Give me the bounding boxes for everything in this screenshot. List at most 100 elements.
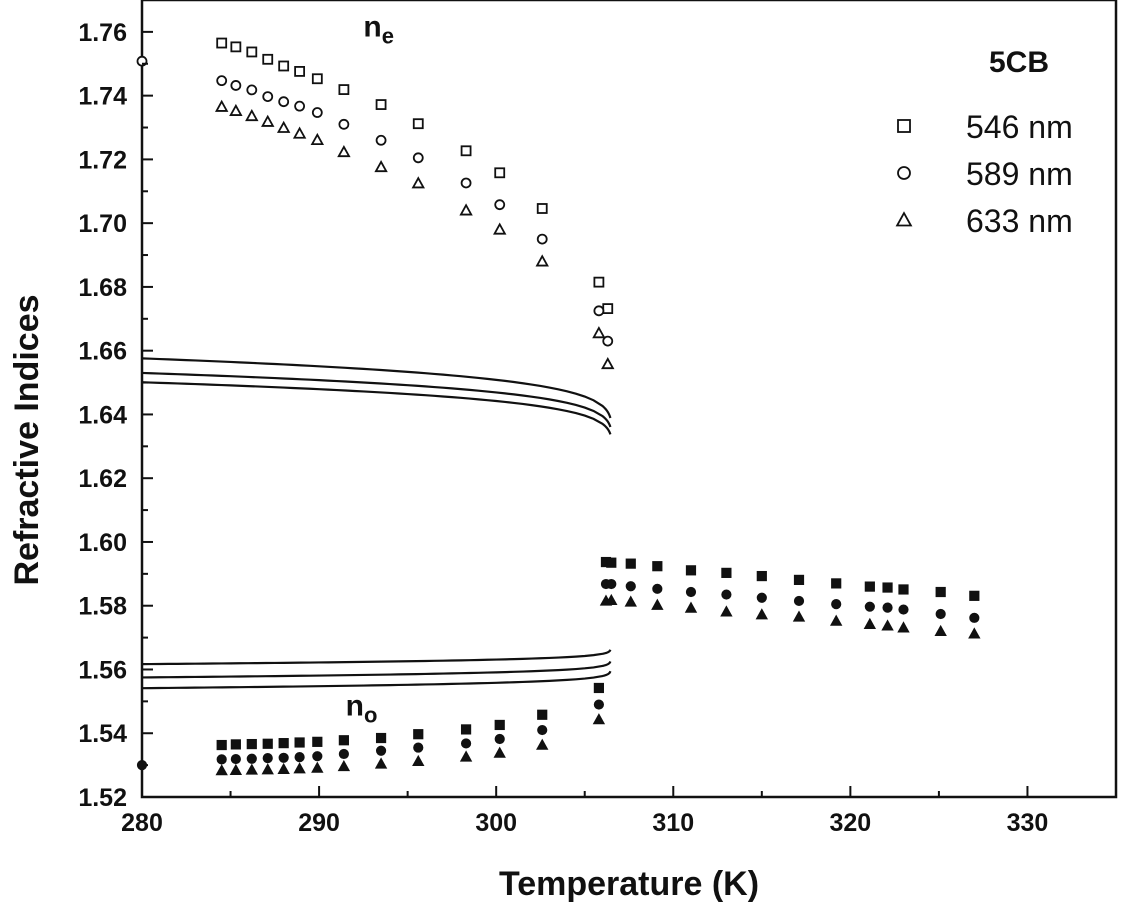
ne-circle-point: [294, 100, 306, 112]
x-tick-label: 320: [830, 809, 872, 837]
no-triangle-point: [684, 601, 698, 613]
no-circle-point: [898, 604, 909, 615]
x-tick-label: 330: [1007, 809, 1049, 837]
ne-triangle-point: [493, 222, 507, 235]
legend-circle-marker: [897, 166, 911, 180]
ne-circle-point: [278, 96, 290, 108]
no-square-point: [882, 582, 893, 593]
curve-annotations: ne no: [346, 11, 394, 728]
no-triangle-point: [897, 621, 910, 633]
no-square-point: [294, 737, 305, 748]
x-tick-label: 300: [475, 809, 517, 837]
no-triangle-point: [829, 614, 843, 626]
no-circle-point: [294, 752, 305, 763]
y-tick-label: 1.58: [78, 593, 127, 621]
no-circle-point: [375, 745, 387, 756]
legend-triangle-marker: [895, 211, 913, 227]
ne-circle-point: [494, 199, 506, 211]
legend-square-marker: [897, 119, 911, 133]
ne-circle-point: [311, 107, 323, 118]
no-square-point: [246, 738, 257, 750]
ne-square-point: [278, 60, 290, 72]
ne-circle-point: [262, 91, 274, 102]
no-triangle-point: [881, 619, 894, 631]
x-tick-label: 280: [121, 809, 163, 837]
no-circle-point: [721, 589, 732, 600]
no-triangle-point: [293, 762, 306, 774]
no-square-point: [537, 709, 548, 720]
x-tick-label: 310: [652, 809, 694, 837]
ne-triangle-point: [292, 126, 307, 139]
no-circle-point: [969, 612, 980, 623]
ne-triangle-point: [374, 160, 388, 173]
no-square-point: [312, 736, 323, 747]
y-tick-label: 1.66: [78, 338, 127, 366]
no-square-point: [216, 739, 227, 751]
no-circle-point: [652, 583, 663, 594]
no-circle-point: [831, 599, 842, 610]
ne-square-point: [593, 276, 605, 288]
no-circle-point: [262, 753, 273, 764]
ne-square-point: [311, 73, 323, 85]
ne-square-point: [375, 99, 387, 110]
no-fit-curve: [141, 660, 612, 679]
ne-circle-point: [246, 84, 258, 96]
no-triangle-point: [592, 713, 606, 725]
no-triangle-point: [651, 598, 664, 610]
no-circle-point: [593, 699, 604, 710]
y-tick-label: 1.52: [78, 784, 127, 812]
ne-circle-point: [602, 335, 614, 347]
ne-square-point: [246, 46, 258, 58]
no-triangle-point: [792, 610, 806, 622]
ne-triangle-point: [310, 132, 325, 145]
no-circle-point: [338, 748, 349, 760]
no-square-point: [460, 724, 472, 735]
no-circle-point: [460, 738, 472, 749]
no-triangle-point: [261, 763, 274, 775]
ne-triangle-point: [411, 176, 425, 189]
y-axis-title: Refractive Indices: [8, 294, 46, 585]
ne-fit-curve: [141, 357, 612, 419]
no-circle-point: [882, 602, 893, 613]
no-square-point: [375, 732, 387, 744]
ne-triangle-point: [276, 120, 291, 133]
y-tick-label: 1.70: [78, 210, 127, 238]
no-triangle-point: [968, 627, 981, 639]
no-triangle-point: [536, 738, 549, 750]
no-square-point: [230, 739, 241, 750]
no-circle-point: [864, 601, 875, 612]
y-tick-label: 1.54: [78, 720, 127, 748]
no-triangle-point: [374, 757, 388, 769]
plot-frame: [140, 0, 1118, 799]
data-markers: [136, 37, 981, 776]
no-circle-point: [413, 742, 424, 753]
ne-fit-curve: [141, 371, 612, 428]
no-circle-point: [216, 754, 227, 765]
ne-square-point: [216, 37, 228, 49]
no-square-point: [969, 590, 980, 601]
ne-square-point: [338, 84, 350, 95]
ne-square-point: [262, 53, 274, 65]
ne-circle-point: [536, 233, 548, 245]
no-triangle-point: [863, 617, 877, 629]
no-triangle-point: [245, 763, 258, 775]
no-square-point: [262, 738, 273, 749]
no-circle-point: [312, 751, 323, 762]
legend-title: 5CB: [989, 46, 1049, 79]
no-circle-point: [246, 753, 257, 764]
ne-square-point: [412, 118, 424, 130]
ne-fit-curve: [141, 381, 612, 435]
no-circle-point: [793, 595, 805, 607]
no-square-point: [793, 574, 805, 585]
no-square-point: [278, 738, 289, 749]
no-fit-curve: [141, 649, 612, 666]
ne-triangle-point: [245, 109, 259, 122]
y-tick-label: 1.76: [78, 19, 127, 47]
no-square-point: [413, 729, 424, 740]
no-triangle-point: [624, 595, 637, 607]
ne-circle-point: [230, 80, 242, 91]
ne-triangle-point: [229, 103, 243, 116]
no-circle-point: [278, 752, 289, 763]
ne-triangle-point: [261, 114, 275, 127]
